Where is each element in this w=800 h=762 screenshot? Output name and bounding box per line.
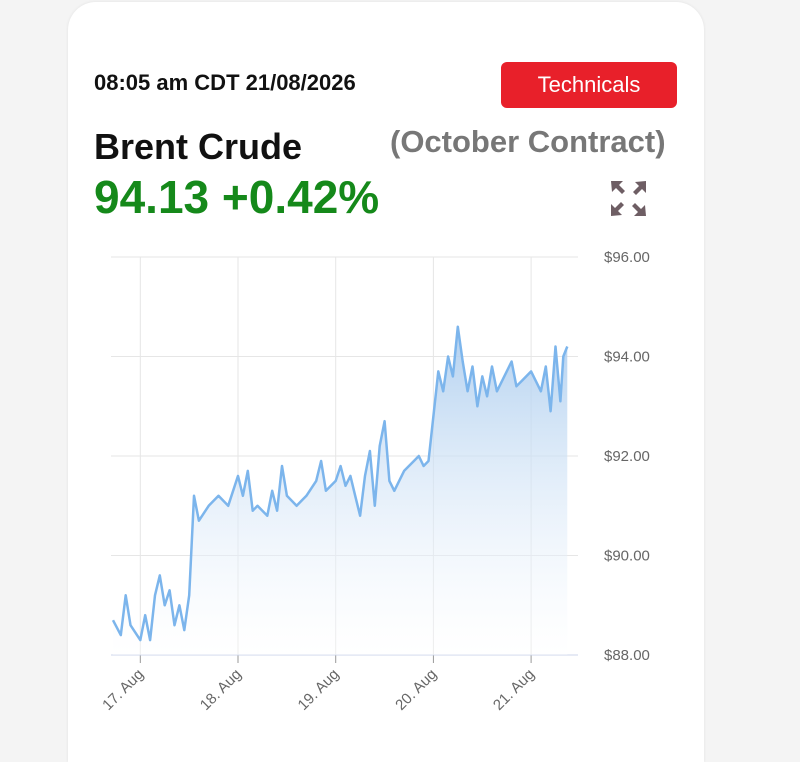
x-tick-label: 19. Aug: [295, 666, 343, 714]
price-line: [111, 325, 569, 642]
x-tick-label: 21. Aug: [490, 666, 538, 714]
contract-label: (October Contract): [390, 124, 666, 159]
change: +0.42%: [221, 171, 380, 223]
y-tick-label: $92.00: [604, 448, 650, 465]
y-tick-label: $96.00: [604, 249, 650, 266]
page: 08:05 am CDT 21/08/2026 Technicals Brent…: [68, 2, 704, 762]
x-tick-label: 20. Aug: [392, 666, 440, 714]
quote: 94.13 +0.42%: [94, 170, 379, 224]
timestamp: 08:05 am CDT 21/08/2026: [94, 70, 356, 95]
y-tick-label: $90.00: [604, 548, 650, 565]
technicals-button[interactable]: Technicals: [501, 62, 677, 108]
y-tick-label: $88.00: [604, 647, 650, 664]
expand-icon[interactable]: [611, 181, 646, 216]
x-tick-label: 18. Aug: [197, 666, 245, 714]
area-fill: [112, 326, 568, 655]
x-tick-label: 17. Aug: [99, 666, 147, 714]
chart: $88.00 $90.00 $92.00 $94.00 $96.00 17. Aug 18.…: [99, 181, 650, 714]
instrument-name: Brent Crude: [94, 126, 303, 167]
price: 94.13: [94, 171, 210, 223]
y-tick-label: $94.00: [604, 349, 650, 366]
